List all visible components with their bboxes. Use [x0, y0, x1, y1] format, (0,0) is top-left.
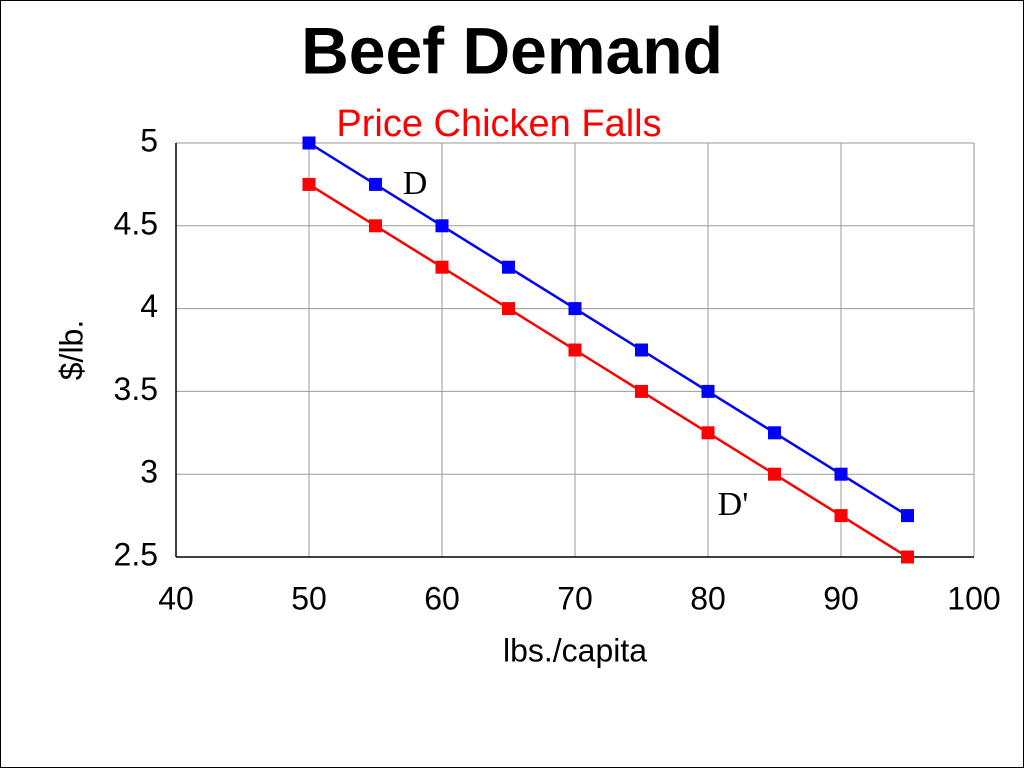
y-tick-label: 3.5: [114, 371, 158, 407]
y-tick-label: 4: [140, 288, 158, 324]
data-point: [502, 302, 515, 316]
data-point: [635, 343, 648, 357]
data-point: [901, 509, 914, 523]
x-tick-label: 100: [947, 580, 1000, 616]
data-point: [834, 467, 848, 481]
data-point: [302, 177, 316, 191]
x-tick-label: 80: [690, 580, 726, 616]
data-point: [435, 260, 449, 274]
data-point: [568, 302, 582, 316]
chart-title: Beef Demand: [301, 13, 723, 87]
data-point: [369, 219, 382, 233]
series-line: [308, 141, 909, 517]
x-tick-label: 50: [291, 580, 327, 616]
x-axis-label: lbs./capita: [503, 632, 647, 668]
y-tick-label: 3: [140, 454, 158, 490]
series-label: D: [403, 165, 428, 202]
data-point: [701, 384, 715, 398]
data-point: [302, 136, 316, 150]
data-point: [369, 177, 382, 191]
y-tick-label: 4.5: [114, 205, 158, 241]
x-tick-label: 60: [424, 580, 460, 616]
data-point: [768, 426, 781, 440]
y-tick-label: 5: [140, 122, 158, 158]
data-point: [435, 219, 449, 233]
series-label: D': [718, 486, 749, 523]
y-axis-label: $/lb.: [53, 320, 89, 380]
x-tick-label: 70: [557, 580, 593, 616]
series-line: [308, 183, 909, 559]
data-point: [768, 467, 781, 481]
data-point: [701, 426, 715, 440]
x-tick-label: 40: [158, 580, 194, 616]
y-tick-label: 2.5: [114, 536, 158, 572]
data-point: [834, 509, 848, 523]
data-point: [568, 343, 582, 357]
chart-subtitle: Price Chicken Falls: [336, 103, 661, 145]
data-point: [502, 260, 515, 274]
data-point: [901, 550, 914, 564]
x-tick-label: 90: [823, 580, 859, 616]
data-point: [635, 384, 648, 398]
